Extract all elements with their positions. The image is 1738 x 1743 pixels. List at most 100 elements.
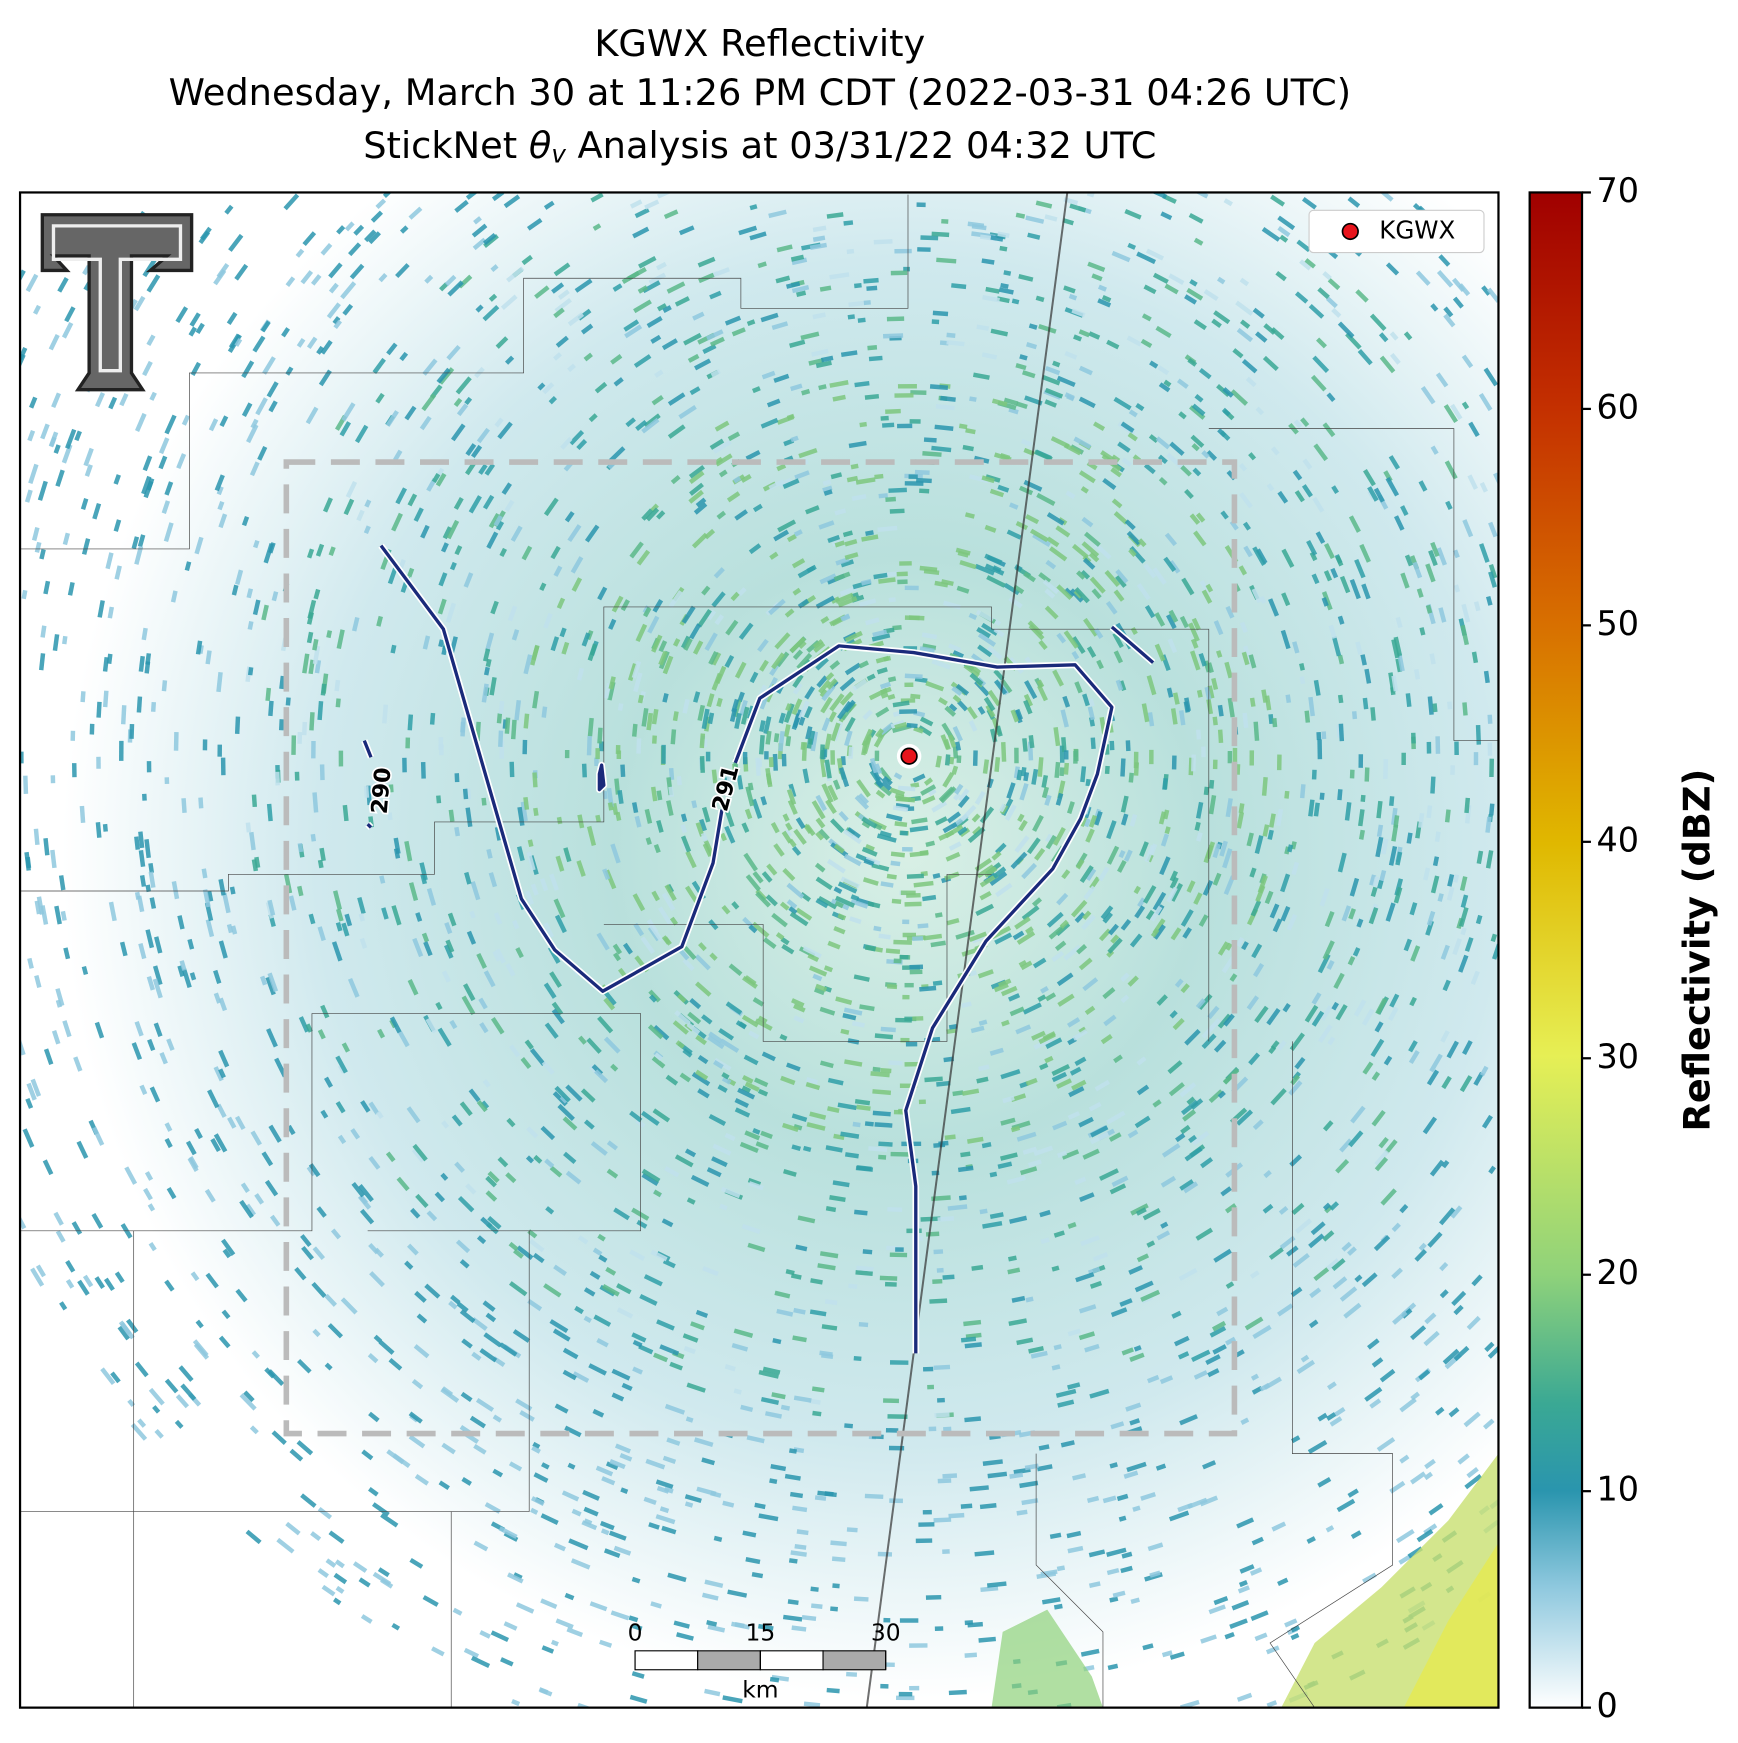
radar-gate xyxy=(533,1472,549,1483)
radar-gate xyxy=(1377,192,1394,202)
radar-gate xyxy=(387,812,393,821)
radar-gate xyxy=(317,859,324,869)
radar-gate xyxy=(794,470,810,480)
radar-gate xyxy=(1074,1056,1087,1066)
radar-gate xyxy=(1261,689,1268,703)
radar-gate xyxy=(1359,543,1371,563)
radar-gate xyxy=(152,965,163,986)
radar-gate xyxy=(1205,1354,1221,1365)
radar-gate xyxy=(809,242,828,251)
radar-gate xyxy=(1374,1021,1384,1033)
radar-gate xyxy=(724,777,732,796)
radar-gate xyxy=(1309,551,1318,562)
radar-gate xyxy=(1407,1546,1423,1559)
radar-gate xyxy=(266,1028,278,1048)
radar-gate xyxy=(1313,802,1320,817)
radar-gate xyxy=(894,821,908,828)
radar-gate xyxy=(1249,697,1256,707)
radar-gate xyxy=(94,1021,105,1039)
radar-gate xyxy=(485,1190,498,1202)
radar-gate xyxy=(1103,1014,1117,1027)
radar-gate xyxy=(1292,1253,1310,1268)
radar-gate xyxy=(390,644,397,654)
radar-gate xyxy=(872,1066,881,1073)
radar-gate xyxy=(793,1003,806,1013)
radar-gate xyxy=(1084,1005,1096,1016)
radar-gate xyxy=(736,775,744,790)
radar-gate xyxy=(406,1106,421,1124)
radar-gate xyxy=(651,1056,666,1069)
radar-gate xyxy=(1492,943,1499,960)
radar-gate xyxy=(316,345,325,355)
radar-gate xyxy=(746,319,756,327)
radar-gate xyxy=(1106,339,1120,350)
radar-gate xyxy=(1003,582,1020,596)
radar-gate xyxy=(150,702,157,712)
radar-gate xyxy=(1150,905,1163,922)
radar-gate xyxy=(765,730,772,745)
radar-gate xyxy=(1230,389,1249,406)
radar-gate xyxy=(1136,1253,1150,1263)
radar-gate xyxy=(819,1060,834,1069)
radar-gate xyxy=(720,1038,740,1053)
radar-gate xyxy=(880,692,889,699)
radar-gate xyxy=(1439,1207,1456,1226)
radar-gate xyxy=(343,498,355,516)
radar-gate xyxy=(460,1391,473,1402)
radar-gate xyxy=(194,536,204,555)
radar-gate xyxy=(1000,679,1013,694)
radar-gate xyxy=(1127,1129,1139,1139)
radar-gate xyxy=(1213,1039,1227,1053)
radar-gate xyxy=(765,773,773,788)
radar-gate xyxy=(499,547,507,557)
radar-gate xyxy=(641,1168,661,1183)
radar-gate xyxy=(1160,1175,1177,1188)
radar-gate xyxy=(475,1397,495,1412)
radar-gate xyxy=(404,840,413,862)
radar-gate xyxy=(846,475,859,483)
radar-gate xyxy=(784,1473,801,1481)
radar-gate xyxy=(555,335,569,348)
radar-gate xyxy=(859,421,868,428)
radar-gate xyxy=(590,1141,608,1156)
radar-gate xyxy=(651,394,664,406)
radar-gate xyxy=(507,605,518,622)
radar-gate xyxy=(152,1405,161,1414)
radar-gate xyxy=(1161,1143,1181,1158)
radar-gate xyxy=(670,729,677,745)
radar-gate xyxy=(174,1419,184,1429)
radar-gate xyxy=(1440,944,1450,960)
radar-gate xyxy=(645,837,652,845)
radar-gate xyxy=(975,903,994,916)
radar-gate xyxy=(615,745,621,755)
radar-gate xyxy=(1000,985,1018,997)
radar-gate xyxy=(661,935,671,945)
radar-gate xyxy=(1045,365,1061,376)
radar-gate xyxy=(79,805,86,823)
radar-gate xyxy=(1391,639,1400,659)
radar-gate xyxy=(569,430,585,446)
radar-gate xyxy=(861,846,878,857)
radar-gate xyxy=(1198,914,1209,927)
radar-gate xyxy=(317,700,324,721)
radar-gate xyxy=(312,645,321,665)
radar-gate xyxy=(195,1319,204,1329)
radar-gate xyxy=(364,499,372,508)
radar-gate xyxy=(512,1329,531,1343)
radar-gate xyxy=(1079,1192,1095,1202)
radar-gate xyxy=(311,740,316,759)
radar-gate xyxy=(368,231,381,245)
radar-gate xyxy=(1169,1651,1185,1660)
radar-gate xyxy=(485,632,495,652)
radar-gate xyxy=(602,868,611,880)
radar-gate xyxy=(946,917,960,926)
radar-gate xyxy=(916,202,926,208)
radar-gate xyxy=(1170,708,1178,725)
radar-gate xyxy=(791,257,808,266)
radar-gate xyxy=(721,905,731,915)
radar-gate xyxy=(1016,1509,1028,1516)
radar-gate xyxy=(793,1015,805,1024)
radar-gate xyxy=(684,1494,702,1503)
radar-gate xyxy=(689,386,701,396)
radar-gate xyxy=(409,1557,424,1569)
